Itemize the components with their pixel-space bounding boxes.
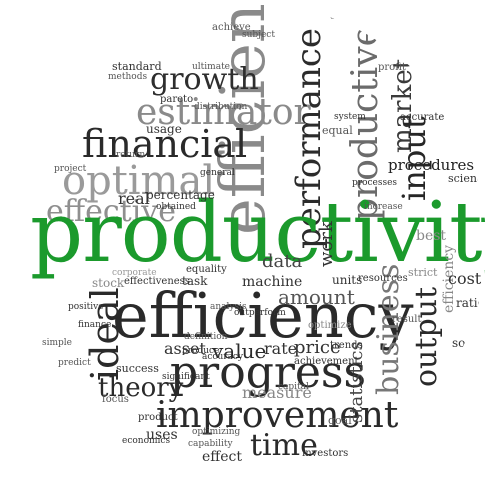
word-product: product [138,412,178,423]
word-ultimate: ultimate [192,62,231,72]
word-outperform: outperform [234,308,286,318]
word-produce: produce [182,346,220,356]
word-result: result [392,314,422,325]
word-effective: effective [46,194,176,229]
word-task: task [182,274,208,288]
word-statistics: statistics [346,341,367,423]
word-amount: amount [278,285,355,309]
word-best: best [416,228,447,244]
word-percentage: percentage [146,188,215,202]
word-stock: stock [92,276,125,290]
word-work: work [316,221,337,267]
word-engine: engine [330,12,361,22]
word-effect: effect [202,449,242,465]
word-capital: capital [278,382,309,392]
word-units: units [332,273,363,287]
word-investors: investors [302,448,349,459]
word-increase: increase [364,202,403,212]
word-definition: definition [184,332,228,342]
word-estimator: estimator [136,92,311,133]
word-goal: goal [328,414,352,427]
word-uses: uses [146,427,178,443]
word-equal: equal [322,124,353,137]
word-time: time [250,428,318,463]
word-simple: simple [42,338,72,348]
word-project: project [54,164,87,174]
word-equality: equality [186,264,227,275]
word-real: real [118,189,150,208]
word-resources: resources [358,273,408,284]
word-system: system [334,112,366,122]
word-effectiveness: effectiveness [124,276,190,287]
word-distribution: distribution [194,102,248,112]
word-asset: asset [164,339,206,358]
word-value: value [212,339,267,363]
word-accuracy: accuracy [202,352,244,362]
word-procedures: procedures [388,156,475,174]
word-growth: growth [150,62,259,97]
word-ratio: ratio [456,296,485,310]
word-achieve: achieve [212,22,251,33]
word-methods: methods [108,72,148,82]
word-theory: theory [98,373,184,403]
word-optimal: optimal [62,158,216,204]
word-subject: subject [242,30,275,40]
word-cost: cost [448,269,482,288]
word-cloud-circle: efficient growth estimator financial opt… [16,3,486,483]
word-capability: capability [188,439,233,449]
word-processes: processes [352,178,398,188]
word-significant: significant [162,372,210,382]
word-predict: predict [58,358,91,368]
word-general: general [200,168,235,178]
word-standard: standard [112,60,162,73]
word-rate: rate [264,339,298,358]
word-efficiency: efficiency [112,279,414,352]
word-positive: positive [68,302,104,312]
word-financial: financial [82,122,248,166]
word-science: science [448,172,486,185]
word-corporate: corporate [112,268,157,278]
word-return: return [116,150,146,160]
word-progress: progress [170,347,367,398]
word-source: source [452,336,486,350]
word-focus: focus [102,394,129,405]
word-optimizing: optimizing [192,427,241,437]
word-strict: strict [408,266,438,279]
word-obtained: obtained [156,202,196,212]
word-price: price [294,337,341,358]
word-finance: finance [78,320,112,330]
word-accurate: accurate [400,112,445,123]
word-output: output [409,286,444,387]
word-profit: profit [378,62,406,73]
word-achievement: achievement [294,356,359,367]
word-analysis: analysis [210,302,247,312]
word-improvement: improvement [156,395,399,436]
word-usage: usage [146,122,182,136]
word-success: success [116,362,159,375]
word-data: data [262,251,303,272]
word-measure: measure [242,383,312,402]
word-productivity: productivity [30,184,486,281]
word-optimize: optimize [308,320,352,331]
word-economics: economics [122,436,171,446]
word-machine: machine [242,274,303,290]
word-trends: trends [330,340,363,351]
word-pareto: pareto [160,94,194,105]
